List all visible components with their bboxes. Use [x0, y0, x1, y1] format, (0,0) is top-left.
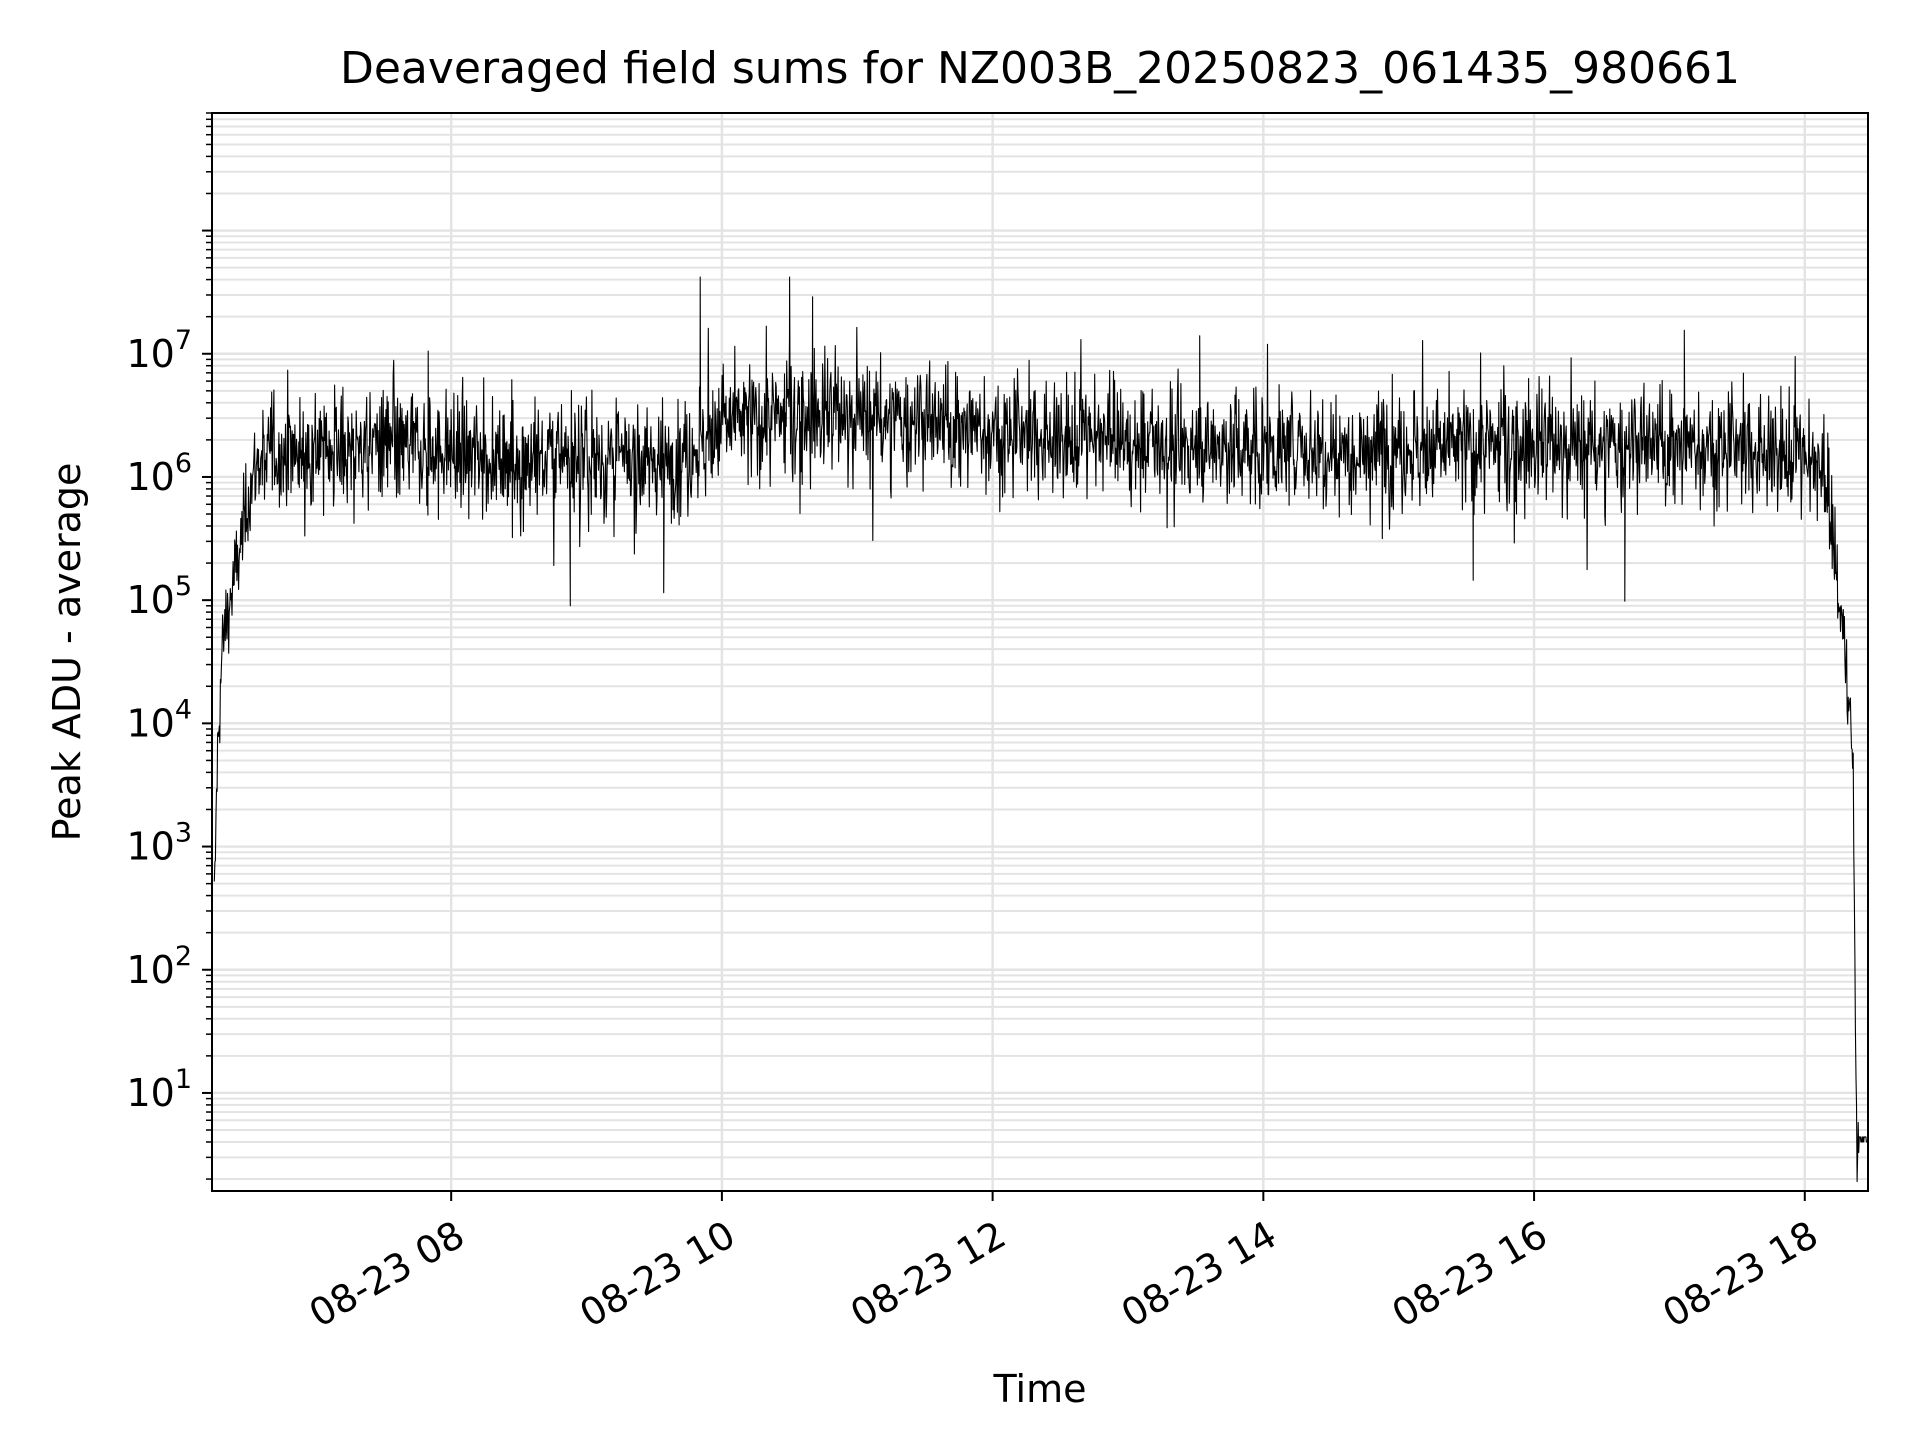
data-series — [213, 276, 1868, 1183]
chart-title: Deaveraged field sums for NZ003B_2025082… — [340, 43, 1740, 94]
y-tick-label: 103 — [126, 818, 192, 869]
y-tick-label-exponent: 6 — [175, 448, 192, 479]
y-tick-label-exponent: 7 — [175, 325, 192, 356]
y-tick-label-exponent: 5 — [175, 571, 192, 602]
y-tick-label-exponent: 2 — [175, 941, 192, 972]
plot-frame — [211, 112, 1869, 1192]
y-tick-label-base: 10 — [126, 948, 174, 992]
y-axis-label: Peak ADU - average — [45, 463, 89, 842]
y-tick-label: 102 — [126, 941, 192, 992]
y-tick-label-base: 10 — [126, 1071, 174, 1115]
y-tick-label-base: 10 — [126, 825, 174, 869]
y-tick-label-exponent: 1 — [175, 1064, 192, 1095]
y-tick-label: 104 — [126, 694, 192, 745]
series-line — [213, 276, 1868, 1183]
y-tick-label: 105 — [126, 571, 192, 622]
y-tick-label: 106 — [126, 448, 192, 499]
y-tick-label: 101 — [126, 1064, 192, 1115]
y-tick-label-exponent: 3 — [175, 818, 192, 849]
grid — [212, 112, 1868, 1191]
x-axis-label: Time — [993, 1367, 1087, 1411]
y-tick-label-base: 10 — [126, 455, 174, 499]
y-tick-label-base: 10 — [126, 578, 174, 622]
y-tick-label-exponent: 4 — [175, 694, 192, 725]
y-tick-label-base: 10 — [126, 332, 174, 376]
y-tick-label: 107 — [126, 325, 192, 376]
y-tick-label-base: 10 — [126, 701, 174, 745]
